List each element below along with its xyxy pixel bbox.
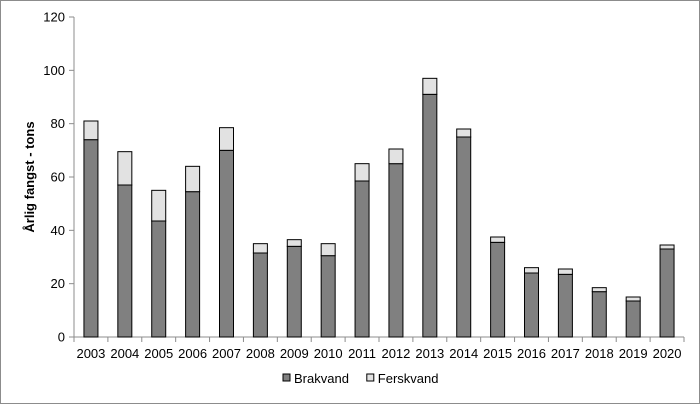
x-tick-label: 2019 <box>619 346 648 361</box>
bar-ferskvand-2011 <box>354 163 370 182</box>
legend-label-brakvand: Brakvand <box>294 371 349 386</box>
bar-brakvand-2017 <box>557 273 573 338</box>
bar-ferskvand-2018 <box>591 287 607 293</box>
bar-ferskvand-2006 <box>185 165 201 193</box>
x-tick-label: 2005 <box>144 346 173 361</box>
y-tick-label: 100 <box>43 63 65 78</box>
bar-ferskvand-2019 <box>625 296 641 302</box>
y-tick-label: 40 <box>51 223 65 238</box>
bar-brakvand-2003 <box>83 139 99 338</box>
bar-ferskvand-2012 <box>388 148 404 165</box>
bar-brakvand-2008 <box>252 252 268 338</box>
y-tick-label: 0 <box>58 330 65 345</box>
bar-brakvand-2005 <box>151 220 167 338</box>
bar-brakvand-2014 <box>456 136 472 338</box>
x-tick-label: 2016 <box>517 346 546 361</box>
x-tick-label: 2014 <box>449 346 478 361</box>
bar-brakvand-2004 <box>117 184 133 338</box>
bar-brakvand-2011 <box>354 180 370 338</box>
bar-brakvand-2009 <box>286 245 302 338</box>
x-tick-label: 2004 <box>110 346 139 361</box>
bar-ferskvand-2008 <box>252 243 268 254</box>
bar-ferskvand-2015 <box>490 236 506 243</box>
bar-ferskvand-2016 <box>524 267 539 274</box>
y-tick-label: 60 <box>51 170 65 185</box>
y-tick-label: 120 <box>43 10 65 25</box>
y-axis-label: Årlig fangst - tons <box>22 121 37 232</box>
bar-ferskvand-2007 <box>219 127 234 151</box>
x-tick-label: 2008 <box>246 346 275 361</box>
legend-swatch-ferskvand <box>366 373 375 382</box>
bar-ferskvand-2004 <box>117 151 133 186</box>
bar-brakvand-2007 <box>219 149 234 338</box>
bar-ferskvand-2017 <box>557 268 573 275</box>
bar-ferskvand-2020 <box>659 244 675 250</box>
bar-brakvand-2012 <box>388 163 404 338</box>
x-tick-label: 2003 <box>76 346 105 361</box>
y-tick-label: 20 <box>51 276 65 291</box>
x-tick-label: 2011 <box>348 346 376 361</box>
bar-ferskvand-2005 <box>151 189 167 222</box>
bar-brakvand-2016 <box>524 272 539 338</box>
bar-brakvand-2006 <box>185 191 201 338</box>
bar-brakvand-2020 <box>659 248 675 338</box>
bar-brakvand-2010 <box>320 255 336 338</box>
y-tick-label: 80 <box>51 116 65 131</box>
x-tick-label: 2017 <box>551 346 580 361</box>
bar-ferskvand-2009 <box>286 239 302 247</box>
bar-ferskvand-2014 <box>456 128 472 138</box>
x-tick-label: 2015 <box>483 346 512 361</box>
legend-swatch-brakvand <box>282 373 291 382</box>
x-tick-label: 2013 <box>415 346 444 361</box>
legend-label-ferskvand: Ferskvand <box>378 371 439 386</box>
bar-brakvand-2018 <box>591 291 607 338</box>
x-tick-label: 2006 <box>178 346 207 361</box>
bar-ferskvand-2013 <box>422 77 438 95</box>
x-tick-label: 2018 <box>585 346 614 361</box>
bar-brakvand-2015 <box>490 241 506 338</box>
bar-ferskvand-2003 <box>83 120 99 141</box>
x-tick-label: 2009 <box>280 346 309 361</box>
bar-ferskvand-2010 <box>320 243 336 257</box>
bar-brakvand-2013 <box>422 93 438 338</box>
x-tick-label: 2010 <box>314 346 343 361</box>
x-tick-label: 2012 <box>381 346 410 361</box>
bar-brakvand-2019 <box>625 300 641 338</box>
x-tick-label: 2007 <box>212 346 241 361</box>
x-tick-label: 2020 <box>653 346 682 361</box>
